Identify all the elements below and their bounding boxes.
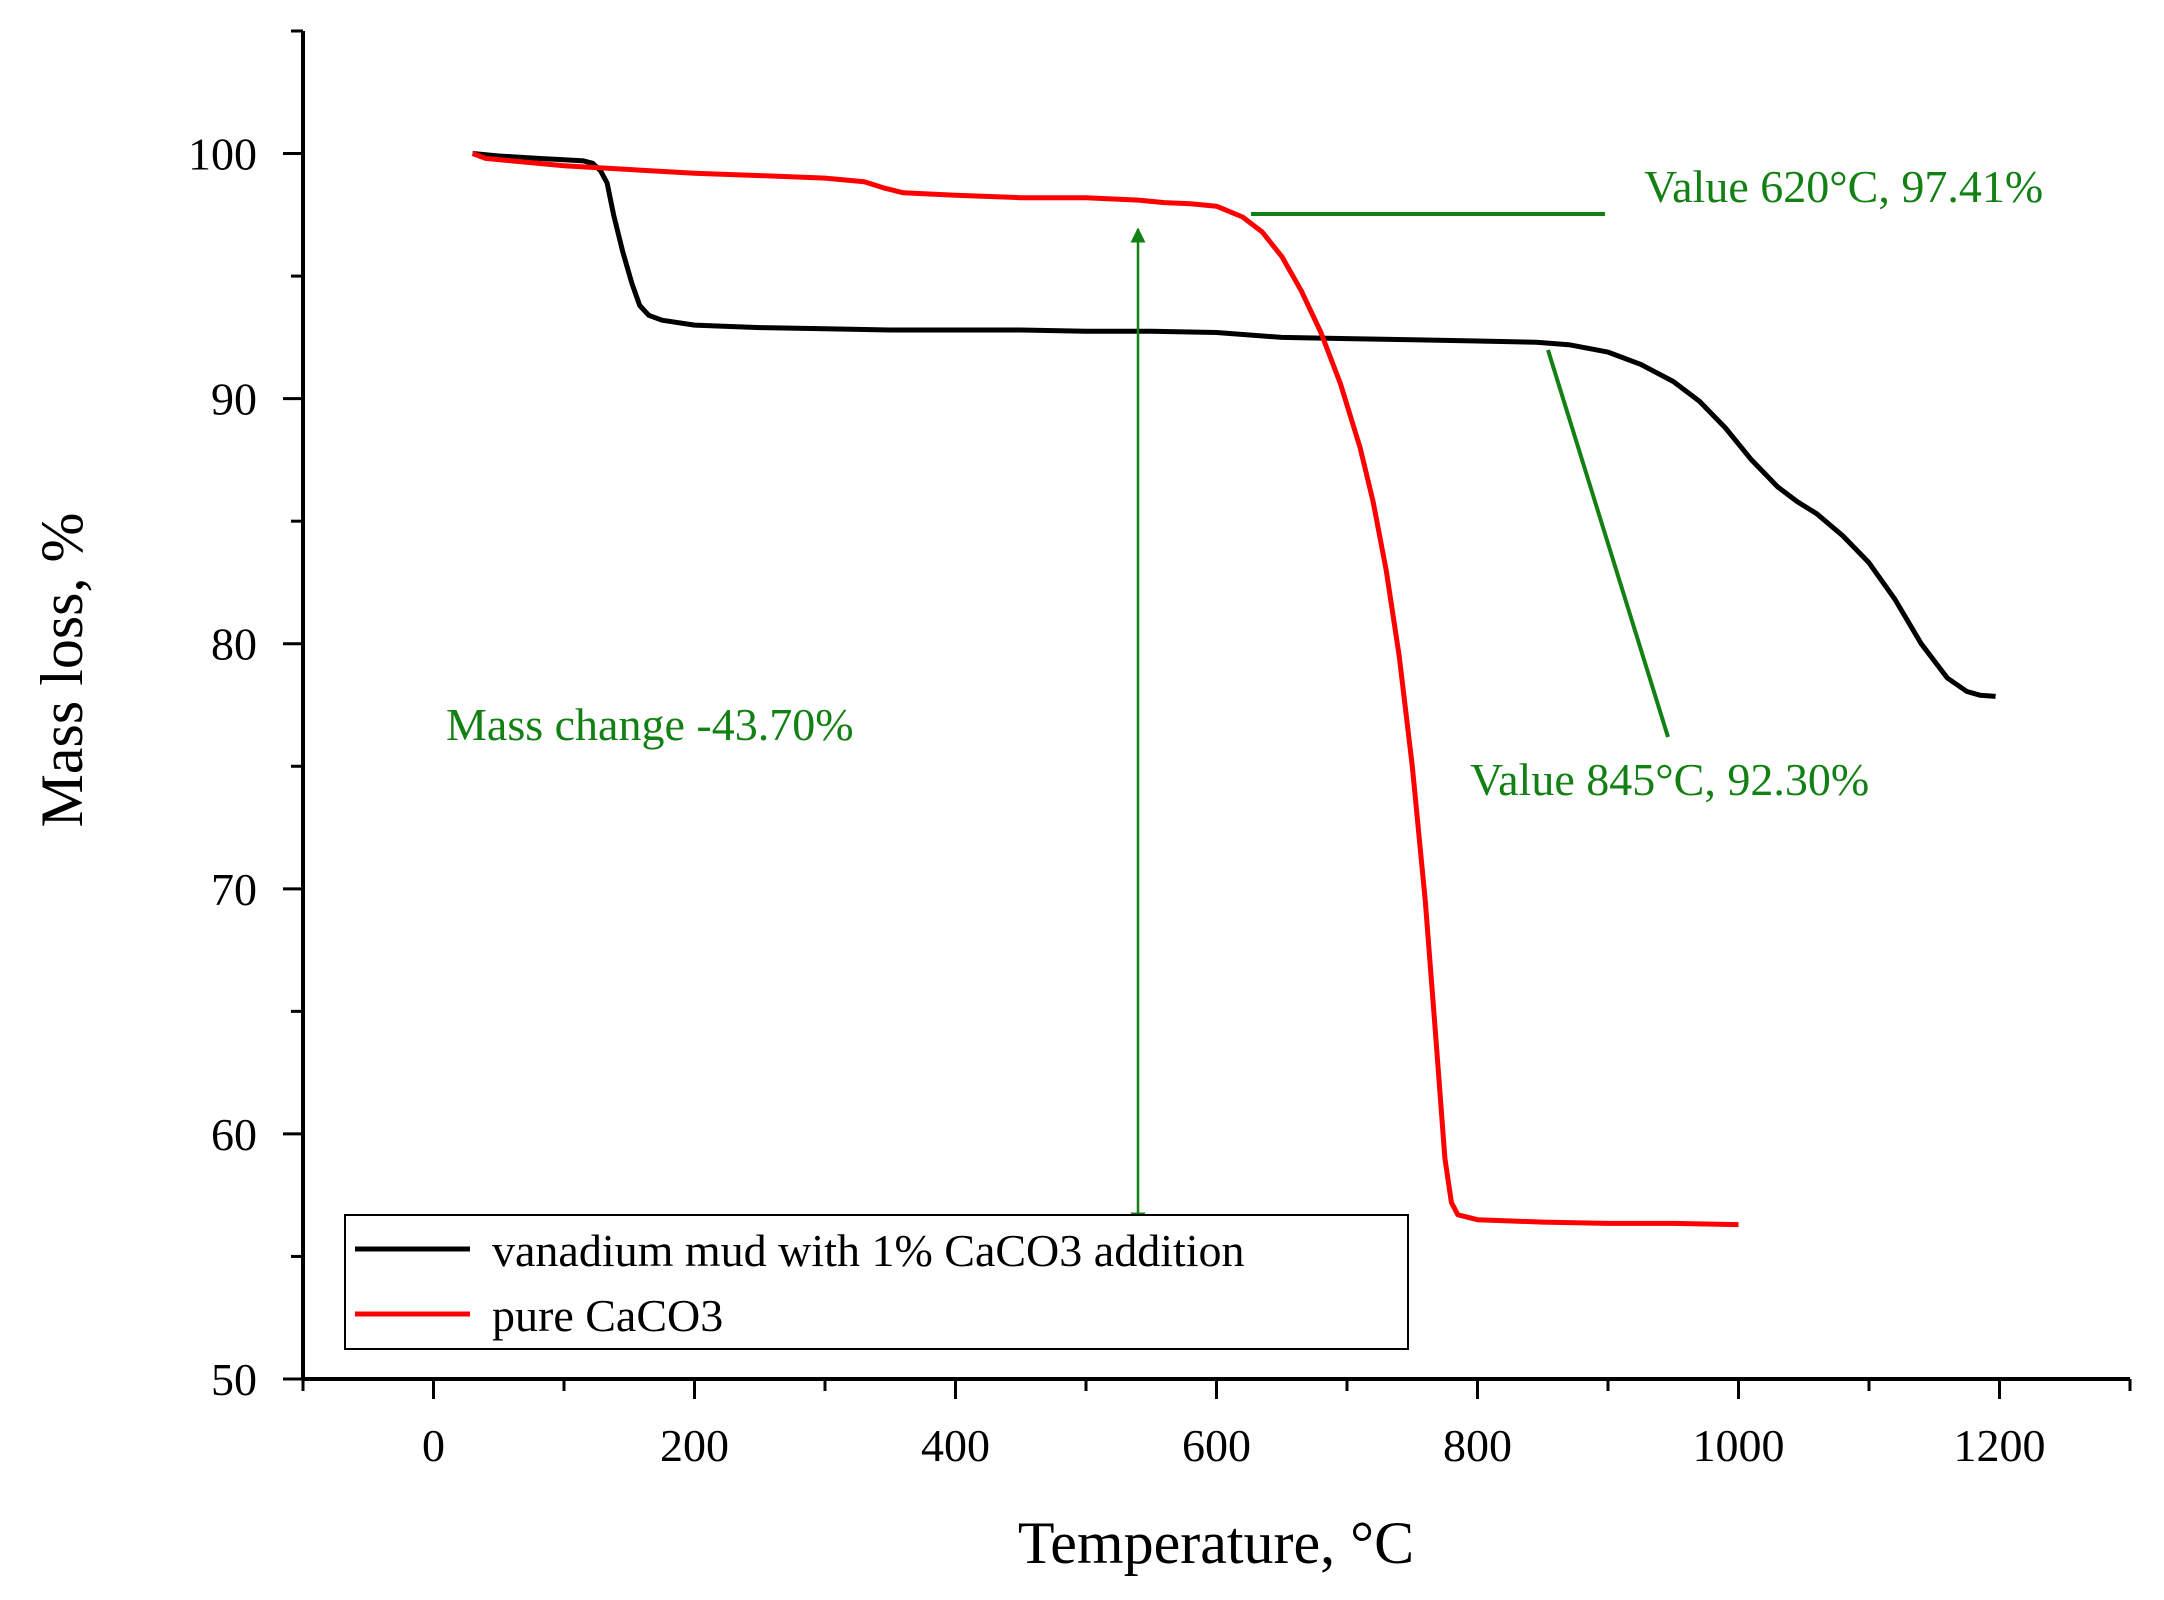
y-tick-label: 50: [211, 1354, 257, 1405]
legend: vanadium mud with 1% CaCO3 addition pure…: [344, 1214, 1409, 1350]
annotations: Value 620°C, 97.41% Value 845°C, 92.30% …: [446, 161, 2043, 1228]
mass-change-label: Mass change -43.70%: [446, 699, 854, 750]
x-tick-label: 0: [422, 1420, 445, 1471]
x-tick-label: 1200: [1954, 1420, 2046, 1471]
x-tick-label: 800: [1443, 1420, 1512, 1471]
series-line-pure-caco3: [471, 151, 1739, 1228]
y-tick-label: 90: [211, 374, 257, 425]
y-tick-label: 80: [211, 619, 257, 670]
x-axis-title: Temperature, °C: [1018, 1510, 1414, 1576]
y-ticks: 50 60 70 80 90 100: [188, 29, 303, 1405]
x-tick-label: 1000: [1693, 1420, 1785, 1471]
series-line-vanadium-mud: [472, 151, 1996, 699]
x-tick-label: 200: [660, 1420, 729, 1471]
x-tick-label: 600: [1182, 1420, 1251, 1471]
annotation-620-label: Value 620°C, 97.41%: [1644, 161, 2043, 212]
legend-label-vanadium-mud: vanadium mud with 1% CaCO3 addition: [492, 1225, 1245, 1276]
series-layer: [471, 151, 1996, 1228]
y-axis-title: Mass loss, %: [29, 512, 95, 827]
annotation-845-label: Value 845°C, 92.30%: [1470, 754, 1869, 805]
legend-box: [344, 1214, 1409, 1350]
y-tick-label: 100: [188, 129, 257, 180]
y-tick-label: 60: [211, 1109, 257, 1160]
annotation-leader-845: [1546, 349, 1670, 738]
x-ticks: 0 200 400 600 800 1000 1200: [301, 1379, 2132, 1471]
legend-label-pure-caco3: pure CaCO3: [492, 1290, 723, 1341]
y-tick-label: 70: [211, 864, 257, 915]
x-tick-label: 400: [921, 1420, 990, 1471]
